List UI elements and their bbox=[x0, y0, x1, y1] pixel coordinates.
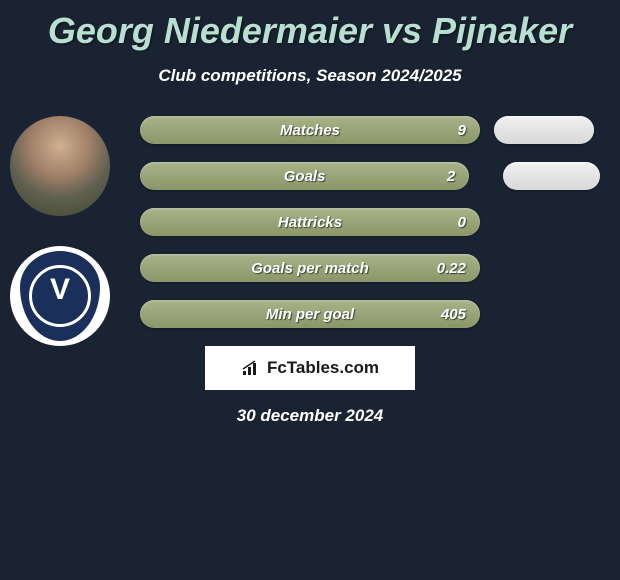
stat-row: Min per goal 405 bbox=[140, 300, 600, 328]
source-logo[interactable]: FcTables.com bbox=[205, 346, 415, 390]
stat-bar-hattricks: Hattricks 0 bbox=[140, 208, 480, 236]
comparison-pill bbox=[503, 162, 600, 190]
logo-text: FcTables.com bbox=[267, 358, 379, 378]
stat-row: Goals per match 0.22 bbox=[140, 254, 600, 282]
stat-value: 0.22 bbox=[437, 260, 466, 277]
stat-value: 405 bbox=[441, 306, 466, 323]
club-avatar bbox=[10, 246, 110, 346]
stat-label: Goals bbox=[284, 168, 326, 185]
stat-bar-min-per-goal: Min per goal 405 bbox=[140, 300, 480, 328]
club-badge-icon bbox=[20, 251, 100, 341]
stat-row: Goals 2 bbox=[140, 162, 600, 190]
comparison-pill bbox=[494, 116, 594, 144]
stat-label: Goals per match bbox=[251, 260, 369, 277]
stat-bar-goals-per-match: Goals per match 0.22 bbox=[140, 254, 480, 282]
stat-value: 2 bbox=[447, 168, 455, 185]
stat-label: Hattricks bbox=[278, 214, 342, 231]
snapshot-date: 30 december 2024 bbox=[0, 406, 620, 426]
season-subtitle: Club competitions, Season 2024/2025 bbox=[0, 66, 620, 86]
stat-label: Min per goal bbox=[266, 306, 354, 323]
stat-bar-goals: Goals 2 bbox=[140, 162, 469, 190]
chart-icon bbox=[241, 359, 261, 377]
stat-value: 9 bbox=[458, 122, 466, 139]
player-avatar bbox=[10, 116, 110, 216]
stats-list: Matches 9 Goals 2 Hattricks 0 Goals per … bbox=[140, 116, 600, 328]
stat-row: Hattricks 0 bbox=[140, 208, 600, 236]
stat-value: 0 bbox=[458, 214, 466, 231]
stat-label: Matches bbox=[280, 122, 340, 139]
stat-bar-matches: Matches 9 bbox=[140, 116, 480, 144]
stats-content: Matches 9 Goals 2 Hattricks 0 Goals per … bbox=[0, 116, 620, 328]
comparison-title: Georg Niedermaier vs Pijnaker bbox=[0, 0, 620, 52]
stat-row: Matches 9 bbox=[140, 116, 600, 144]
